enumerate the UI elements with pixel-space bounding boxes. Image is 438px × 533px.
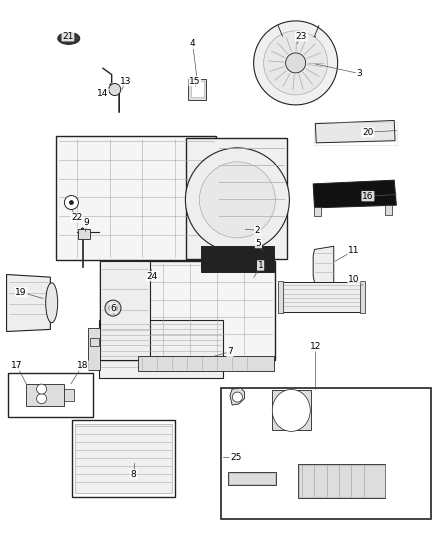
Polygon shape [315,120,395,143]
Text: 7: 7 [227,348,233,356]
Text: 13: 13 [120,77,132,85]
Text: 15: 15 [189,77,201,85]
Text: 12: 12 [310,342,321,351]
Circle shape [264,31,328,95]
Bar [64,389,74,401]
Bar [314,122,397,145]
Bar [221,388,431,519]
Bar [201,246,274,272]
Bar [8,373,93,417]
Text: 16: 16 [362,192,374,200]
Bar [100,261,275,360]
Text: 18: 18 [77,361,88,370]
Bar [75,424,172,493]
Bar [314,207,321,216]
Text: 14: 14 [97,89,108,98]
Text: 9: 9 [84,219,90,227]
Polygon shape [313,246,334,282]
Text: 19: 19 [15,288,27,296]
Polygon shape [313,180,396,208]
Text: 5: 5 [255,239,261,247]
Text: 6: 6 [110,304,116,312]
Bar [138,356,274,371]
Bar [280,282,361,312]
Circle shape [185,148,290,252]
Bar [272,390,311,430]
Circle shape [37,394,46,403]
Ellipse shape [58,33,80,44]
Circle shape [64,196,78,209]
Text: 21: 21 [62,32,74,41]
Circle shape [109,304,117,312]
Ellipse shape [272,390,310,431]
Bar [229,473,275,484]
Bar [188,79,206,100]
Polygon shape [88,328,100,370]
Bar [26,384,64,406]
Text: 10: 10 [348,276,360,284]
Bar [72,420,175,497]
Polygon shape [7,274,50,332]
Text: 3: 3 [356,69,362,78]
Text: 2: 2 [255,226,260,235]
Circle shape [109,84,121,95]
Polygon shape [90,338,99,346]
Bar [360,281,365,313]
Circle shape [286,53,306,73]
Bar [298,464,385,498]
Text: 20: 20 [362,128,374,136]
Text: 1: 1 [258,261,264,270]
Text: 11: 11 [348,246,360,255]
Bar [277,36,315,50]
Circle shape [69,200,74,205]
Ellipse shape [46,282,58,323]
Text: 24: 24 [147,272,158,280]
Text: 4: 4 [190,39,195,48]
Bar [299,465,385,497]
Bar [385,205,392,215]
Circle shape [233,392,242,402]
Circle shape [37,384,46,394]
Polygon shape [99,320,223,378]
Polygon shape [230,388,244,405]
Text: 23: 23 [296,32,307,41]
Text: 25: 25 [230,453,241,462]
Circle shape [199,162,276,238]
Bar [278,281,283,313]
Circle shape [105,300,121,316]
Text: 22: 22 [71,213,82,222]
Bar [191,81,204,97]
Circle shape [254,21,338,105]
Bar [56,136,216,260]
Bar [78,229,90,239]
Text: 17: 17 [11,361,22,370]
Bar [186,138,287,259]
Text: 8: 8 [131,470,137,479]
Bar [100,261,150,360]
Bar [228,472,276,485]
